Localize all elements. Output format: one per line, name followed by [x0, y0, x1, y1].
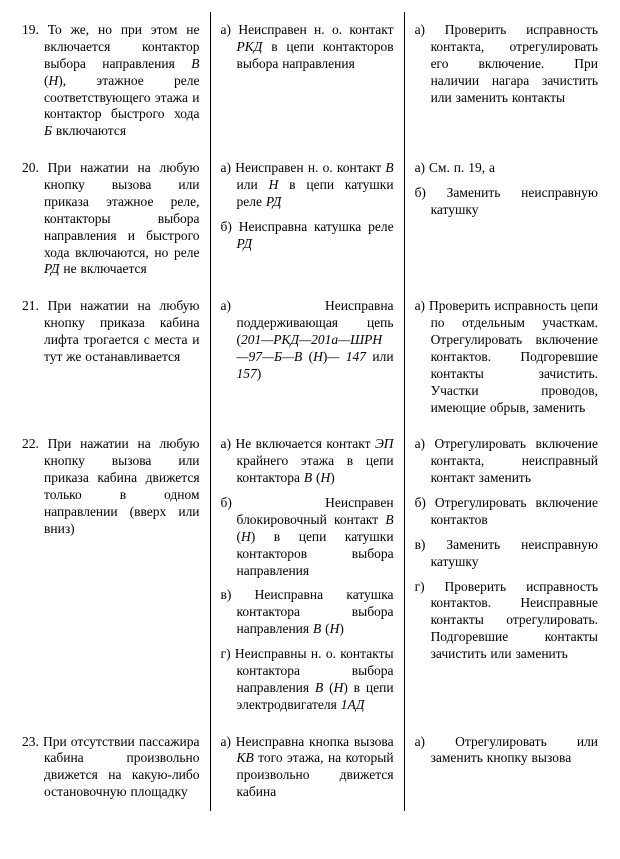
- sub-item: а) См. п. 19, а: [415, 160, 598, 177]
- sub-item: б) Неисправна катушка реле РД: [221, 219, 394, 253]
- troubleshooting-table: 19. То же, но при этом не включается кон…: [16, 12, 604, 811]
- sub-item: а) Неисправен н. о. контакт РКД в цепи к…: [221, 22, 394, 73]
- numbered-item: 23. При отсутствии пассажира кабина прои…: [22, 734, 200, 802]
- sub-item: б) Заменить неисправную катушку: [415, 185, 598, 219]
- sub-item: а) Неисправна кнопка вызова КВ того этаж…: [221, 734, 394, 802]
- sub-item: г) Проверить исправность контактов. Неис…: [415, 579, 598, 663]
- sub-item: а) Проверить исправность цепи по отдельн…: [415, 298, 598, 416]
- table-row: 20. При нажатии на любую кнопку вызова и…: [16, 150, 604, 288]
- cause-cell: а) Неисправен н. о. контакт РКД в цепи к…: [210, 12, 404, 150]
- numbered-item: 21. При нажатии на любую кнопку приказа …: [22, 298, 200, 366]
- sub-item: в) Неисправна катушка контактора выбора …: [221, 587, 394, 638]
- table-row: 21. При нажатии на любую кнопку приказа …: [16, 288, 604, 426]
- remedy-cell: а) Отрегулировать включение контакта, не…: [404, 426, 604, 723]
- remedy-cell: а) Проверить исправность цепи по отдельн…: [404, 288, 604, 426]
- table-row: 23. При отсутствии пассажира кабина прои…: [16, 724, 604, 812]
- numbered-item: 20. При нажатии на любую кнопку вызова и…: [22, 160, 200, 278]
- cause-cell: а) Неисправен н. о. контакт В или Н в це…: [210, 150, 404, 288]
- sub-item: а) Неисправна поддерживающая цепь (201—Р…: [221, 298, 394, 382]
- sub-item: б) Отрегулировать включение контактов: [415, 495, 598, 529]
- table-row: 22. При нажатии на любую кнопку вызова и…: [16, 426, 604, 723]
- fault-description-cell: 20. При нажатии на любую кнопку вызова и…: [16, 150, 210, 288]
- sub-item: б) Неисправен блокировочный контакт В (Н…: [221, 495, 394, 579]
- table-row: 19. То же, но при этом не включается кон…: [16, 12, 604, 150]
- numbered-item: 22. При нажатии на любую кнопку вызова и…: [22, 436, 200, 537]
- remedy-cell: а) Отрегулировать или заменить кнопку вы…: [404, 724, 604, 812]
- sub-item: а) Отрегулировать или заменить кнопку вы…: [415, 734, 598, 768]
- sub-item: в) Заменить неисправную катушку: [415, 537, 598, 571]
- sub-item: а) Проверить исправность контакта, отрег…: [415, 22, 598, 106]
- sub-item: а) Не включается контакт ЭП крайнего эта…: [221, 436, 394, 487]
- numbered-item: 19. То же, но при этом не включается кон…: [22, 22, 200, 140]
- fault-description-cell: 23. При отсутствии пассажира кабина прои…: [16, 724, 210, 812]
- cause-cell: а) Неисправна кнопка вызова КВ того этаж…: [210, 724, 404, 812]
- cause-cell: а) Неисправна поддерживающая цепь (201—Р…: [210, 288, 404, 426]
- fault-description-cell: 19. То же, но при этом не включается кон…: [16, 12, 210, 150]
- sub-item: а) Отрегулировать включение контакта, не…: [415, 436, 598, 487]
- fault-description-cell: 21. При нажатии на любую кнопку приказа …: [16, 288, 210, 426]
- sub-item: г) Неисправны н. о. контакты контактора …: [221, 646, 394, 714]
- remedy-cell: а) Проверить исправность контакта, отрег…: [404, 12, 604, 150]
- remedy-cell: а) См. п. 19, а б) Заменить неисправную к…: [404, 150, 604, 288]
- cause-cell: а) Не включается контакт ЭП крайнего эта…: [210, 426, 404, 723]
- sub-item: а) Неисправен н. о. контакт В или Н в це…: [221, 160, 394, 211]
- fault-description-cell: 22. При нажатии на любую кнопку вызова и…: [16, 426, 210, 723]
